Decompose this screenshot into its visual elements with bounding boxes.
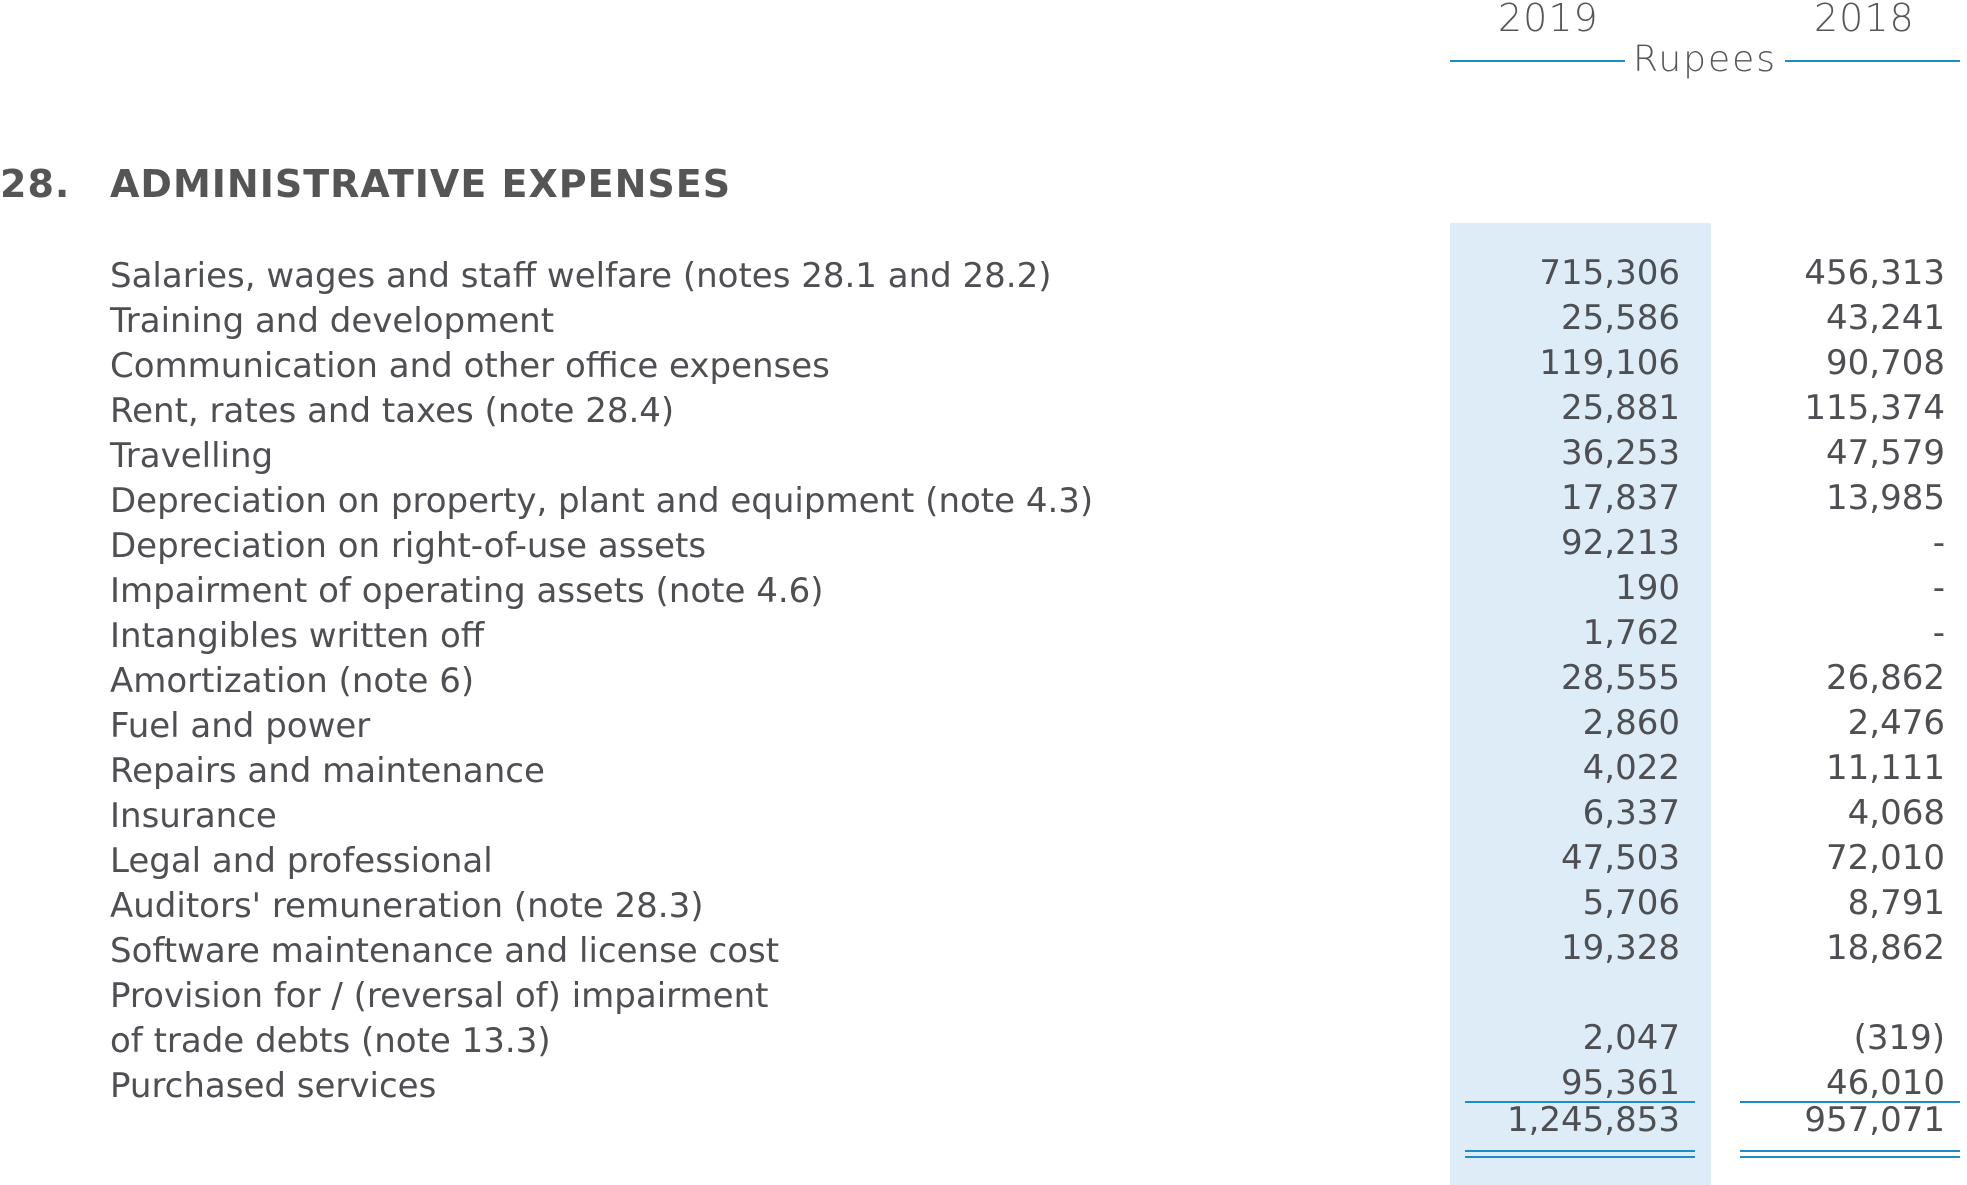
row-label: Depreciation on property, plant and equi…: [110, 481, 1094, 521]
table-row: Salaries, wages and staff welfare (notes…: [0, 253, 1967, 299]
year-header-2018: 2018: [1814, 0, 1915, 40]
row-label: Impairment of operating assets (note 4.6…: [110, 571, 824, 611]
value-2019: 95,361: [1561, 1063, 1680, 1103]
value-2018: 2,476: [1847, 703, 1945, 743]
value-2019: 19,328: [1561, 928, 1680, 968]
table-row: Rent, rates and taxes (note 28.4) 25,881…: [0, 388, 1967, 434]
currency-rule-right: [1785, 60, 1960, 62]
row-label-line: of trade debts (note 13.3): [110, 1021, 551, 1061]
table-row: Training and development 25,586 43,241: [0, 298, 1967, 344]
subtotal-rule-2019: [1465, 1101, 1695, 1103]
value-2019: 47,503: [1561, 838, 1680, 878]
value-2018: -: [1932, 613, 1945, 653]
table-row: Communication and other office expenses …: [0, 343, 1967, 389]
value-2019: 119,106: [1539, 343, 1680, 383]
value-2019: 25,586: [1561, 298, 1680, 338]
table-row: Travelling 36,253 47,579: [0, 433, 1967, 479]
row-label: Salaries, wages and staff welfare (notes…: [110, 256, 1052, 296]
table-row: Fuel and power 2,860 2,476: [0, 703, 1967, 749]
total-double-rule-2019: [1465, 1150, 1695, 1158]
currency-label: Rupees: [1632, 38, 1778, 80]
value-2018: 90,708: [1826, 343, 1945, 383]
table-row: Repairs and maintenance 4,022 11,111: [0, 748, 1967, 794]
row-label: Insurance: [110, 796, 277, 836]
value-2018: 47,579: [1826, 433, 1945, 473]
row-label: Travelling: [110, 436, 274, 476]
total-row: 1,245,853 957,071: [0, 1100, 1967, 1146]
value-2019: 4,022: [1582, 748, 1680, 788]
subtotal-rule-2018: [1740, 1101, 1960, 1103]
row-label: Training and development: [110, 301, 555, 341]
value-2018: 8,791: [1847, 883, 1945, 923]
row-label: Repairs and maintenance: [110, 751, 545, 791]
value-2019: 36,253: [1561, 433, 1680, 473]
year-header-2019: 2019: [1498, 0, 1599, 40]
value-2019: 6,337: [1582, 793, 1680, 833]
row-label: Depreciation on right-of-use assets: [110, 526, 707, 566]
value-2018: 46,010: [1826, 1063, 1945, 1103]
total-2019: 1,245,853: [1506, 1100, 1680, 1140]
table-row: Impairment of operating assets (note 4.6…: [0, 568, 1967, 614]
table-row: Depreciation on right-of-use assets 92,2…: [0, 523, 1967, 569]
value-2018: (319): [1853, 1018, 1945, 1058]
value-2018: 456,313: [1804, 253, 1945, 293]
total-2018: 957,071: [1804, 1100, 1945, 1140]
value-2018: 4,068: [1847, 793, 1945, 833]
value-2018: 11,111: [1826, 748, 1945, 788]
value-2018: -: [1932, 523, 1945, 563]
currency-rule-left: [1450, 60, 1625, 62]
value-2018: 115,374: [1804, 388, 1945, 428]
table-row: Provision for / (reversal of) impairment…: [0, 974, 1967, 1064]
table-row: Auditors' remuneration (note 28.3) 5,706…: [0, 883, 1967, 929]
value-2019: 1,762: [1582, 613, 1680, 653]
value-2018: 26,862: [1826, 658, 1945, 698]
row-label: Fuel and power: [110, 706, 371, 746]
table-row: Depreciation on property, plant and equi…: [0, 478, 1967, 524]
table-row: Amortization (note 6) 28,555 26,862: [0, 658, 1967, 704]
section-number: 28.: [0, 162, 71, 206]
row-label: Provision for / (reversal of) impairment…: [110, 974, 830, 1064]
value-2018: -: [1932, 568, 1945, 608]
currency-header: Rupees: [1450, 34, 1960, 84]
table-row: Insurance 6,337 4,068: [0, 793, 1967, 839]
current-year-highlight: [1450, 223, 1711, 1185]
value-2019: 190: [1615, 568, 1680, 608]
row-label: Legal and professional: [110, 841, 493, 881]
value-2019: 715,306: [1539, 253, 1680, 293]
value-2019: 5,706: [1582, 883, 1680, 923]
value-2019: 2,047: [1582, 1018, 1680, 1058]
value-2019: 2,860: [1582, 703, 1680, 743]
section-title: ADMINISTRATIVE EXPENSES: [110, 162, 732, 206]
value-2019: 28,555: [1561, 658, 1680, 698]
table-row: Purchased services 95,361 46,010: [0, 1063, 1967, 1109]
value-2018: 72,010: [1826, 838, 1945, 878]
row-label: Purchased services: [110, 1066, 437, 1106]
row-label-line: Provision for / (reversal of) impairment: [110, 976, 769, 1016]
value-2018: 18,862: [1826, 928, 1945, 968]
row-label: Intangibles written off: [110, 616, 485, 656]
value-2018: 43,241: [1826, 298, 1945, 338]
value-2019: 25,881: [1561, 388, 1680, 428]
row-label: Auditors' remuneration (note 28.3): [110, 886, 704, 926]
expense-table: Salaries, wages and staff welfare (notes…: [0, 253, 1967, 1109]
value-2018: 13,985: [1826, 478, 1945, 518]
table-row: Intangibles written off 1,762 -: [0, 613, 1967, 659]
table-row: Software maintenance and license cost 19…: [0, 928, 1967, 974]
table-row: Legal and professional 47,503 72,010: [0, 838, 1967, 884]
value-2019: 17,837: [1561, 478, 1680, 518]
total-double-rule-2018: [1740, 1150, 1960, 1158]
value-2019: 92,213: [1561, 523, 1680, 563]
row-label: Software maintenance and license cost: [110, 931, 780, 971]
row-label: Communication and other office expenses: [110, 346, 830, 386]
row-label: Amortization (note 6): [110, 661, 475, 701]
row-label: Rent, rates and taxes (note 28.4): [110, 391, 675, 431]
